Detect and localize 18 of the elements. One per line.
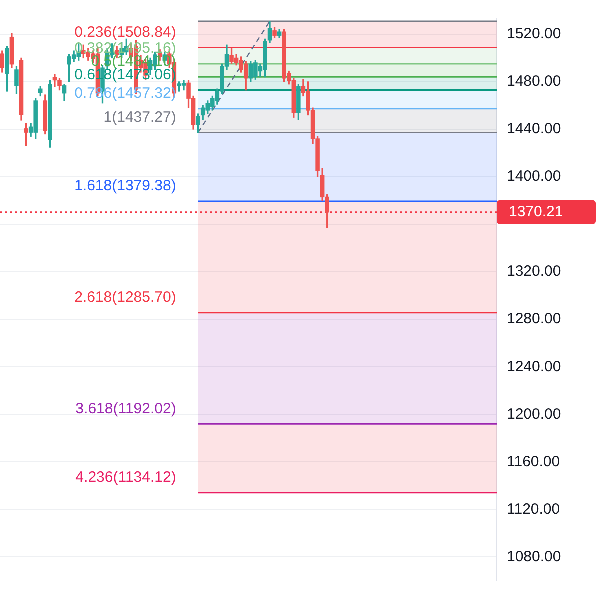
y-tick-label: 1200.00 [507, 406, 562, 423]
y-tick-label: 1480.00 [507, 73, 562, 90]
y-tick-label: 1320.00 [507, 263, 562, 280]
y-tick-label: 1520.00 [507, 26, 562, 43]
ref-line-label: 2.618(1285.70) [74, 288, 176, 306]
ref-line-label: 1370.21 [509, 204, 564, 221]
y-tick-label: 1240.00 [507, 358, 562, 376]
y-tick-label: 1120.00 [507, 500, 560, 518]
ref-line-label: 4.236(1134.12) [76, 469, 176, 486]
y-tick-label: 1400.00 [507, 168, 562, 186]
ref-line-label: 1(1437.27) [104, 108, 176, 126]
y-tick-label: 1080.00 [507, 548, 562, 566]
ref-line-label: 0.236(1508.84) [74, 24, 176, 41]
ref-line-label: 1.618(1379.38) [74, 178, 176, 195]
y-tick-label: 1440.00 [507, 120, 562, 138]
y-tick-label: 1160.00 [507, 453, 560, 470]
ref-line-label: 3.618(1192.02) [76, 400, 176, 418]
y-tick-label: 1280.00 [507, 310, 562, 328]
